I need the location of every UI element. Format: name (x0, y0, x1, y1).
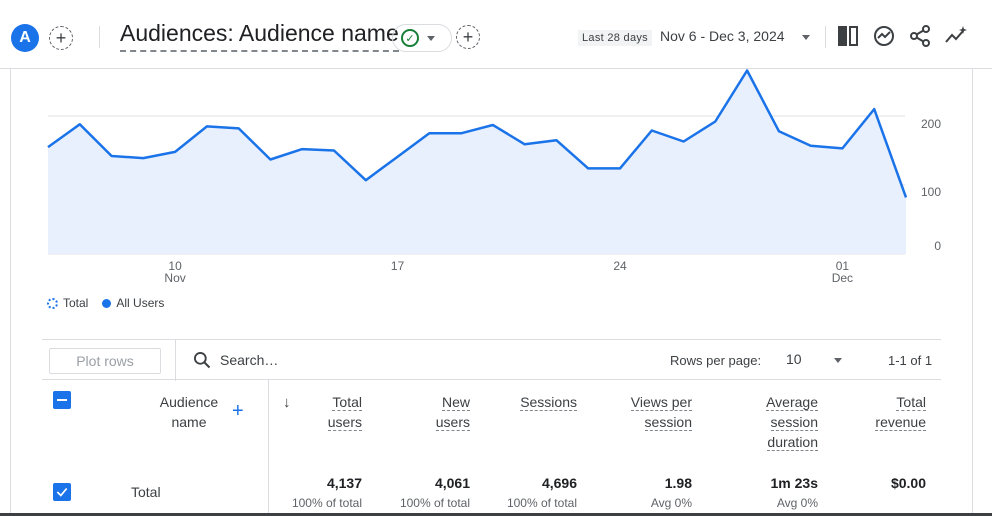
insights-icon[interactable] (872, 24, 896, 48)
x-tick-sublabel: Nov (164, 271, 185, 285)
rows-per-page-label: Rows per page: (670, 353, 762, 368)
add-filter-button[interactable]: + (456, 25, 480, 49)
search-icon (194, 352, 211, 369)
chevron-down-icon (427, 35, 435, 41)
table-toolbar: Plot rows Rows per page: 10 1-1 of 1 (42, 339, 941, 381)
rows-per-page-select[interactable]: 10 (786, 351, 802, 367)
window-bottom-edge (0, 513, 992, 516)
pagination-status: 1-1 of 1 (888, 353, 933, 368)
legend-label-total: Total (63, 296, 89, 310)
row-label-total: Total (131, 484, 161, 500)
column-header-total-revenue[interactable]: Total revenue (875, 394, 926, 431)
column-header-average-session-duration[interactable]: Average session duration (766, 394, 818, 451)
card-edge-left (10, 69, 11, 516)
add-dimension-button[interactable]: + (232, 400, 244, 422)
x-tick-label: 17 (391, 259, 405, 273)
column-header-views-per-session[interactable]: Views per session (630, 394, 692, 431)
data-quality-chip[interactable]: ✓ (392, 24, 452, 52)
cell-sub-views-per-session: Avg 0% (650, 496, 692, 510)
column-header-sessions[interactable]: Sessions (520, 394, 577, 411)
date-preset-label[interactable]: Last 28 days (578, 30, 652, 46)
page-title[interactable]: Audiences: Audience name (120, 20, 399, 52)
y-tick-label: 0 (934, 239, 941, 253)
cell-total-revenue: $0.00 (890, 475, 926, 491)
header-divider (99, 26, 100, 48)
cell-sessions: 4,696 (541, 475, 577, 491)
x-tick-label: 24 (613, 259, 627, 273)
date-range-dropdown-icon[interactable] (802, 35, 810, 40)
checkmark-icon (56, 487, 68, 497)
y-tick-label: 100 (921, 185, 941, 199)
card-edge-right (972, 69, 973, 516)
plot-rows-button[interactable]: Plot rows (49, 348, 161, 374)
rows-per-page-dropdown-icon[interactable] (834, 358, 842, 363)
indeterminate-icon (57, 399, 67, 401)
column-header-audience-name[interactable]: Audience name (159, 394, 219, 430)
x-tick-label: 01 (836, 259, 850, 273)
legend-label-all-users: All Users (116, 296, 165, 310)
x-tick-sublabel: Dec (832, 271, 853, 285)
x-tick-label: 10 (168, 259, 182, 273)
search-input[interactable] (220, 350, 420, 370)
add-comparison-button[interactable]: + (49, 26, 73, 50)
y-tick-label: 200 (921, 117, 941, 131)
legend-item-total[interactable]: Total (47, 296, 88, 310)
filled-circle-icon (102, 298, 112, 308)
select-all-checkbox[interactable] (53, 391, 71, 409)
account-avatar[interactable]: A (11, 24, 39, 52)
check-circle-icon: ✓ (401, 29, 419, 47)
cell-sub-new-users: 100% of total (399, 496, 470, 510)
column-divider (268, 380, 269, 516)
column-header-new-users[interactable]: New users (435, 394, 470, 431)
date-range[interactable]: Nov 6 - Dec 3, 2024 (660, 28, 785, 44)
cell-sub-total-users: 100% of total (291, 496, 362, 510)
cell-views-per-session: 1.98 (664, 475, 692, 491)
cell-total-users: 4,137 (326, 475, 362, 491)
legend-item-all-users[interactable]: All Users (102, 296, 164, 310)
toolbar-divider (175, 340, 176, 381)
series-line-all-users[interactable] (47, 69, 908, 198)
header-divider-2 (825, 26, 826, 48)
column-header-total-users[interactable]: Total users (327, 394, 362, 431)
row-checkbox-total[interactable] (53, 483, 71, 501)
trend-sparkle-icon[interactable] (944, 24, 968, 48)
series-area-fill (48, 70, 906, 254)
sort-descending-icon[interactable]: ↓ (283, 394, 291, 411)
share-icon[interactable] (908, 24, 932, 48)
cell-new-users: 4,061 (434, 475, 470, 491)
cell-sub-average-session-duration: Avg 0% (776, 496, 818, 510)
compare-columns-icon[interactable] (836, 24, 860, 48)
cell-sub-sessions: 100% of total (506, 496, 577, 510)
cell-average-session-duration: 1m 23s (770, 475, 818, 491)
report-header: A + Audiences: Audience name ✓ + Last 28… (0, 0, 992, 69)
chart-legend: Total All Users (47, 296, 164, 310)
dotted-circle-icon (47, 297, 58, 309)
